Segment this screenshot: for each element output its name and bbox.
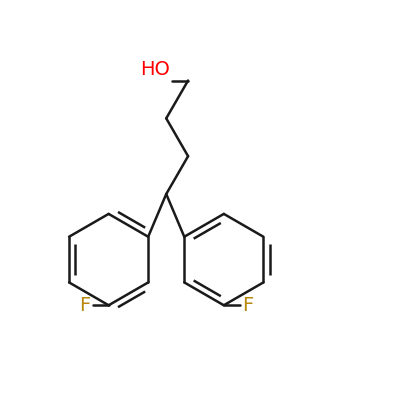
Text: F: F [80,296,91,315]
Text: F: F [242,296,253,315]
Text: HO: HO [140,60,170,78]
